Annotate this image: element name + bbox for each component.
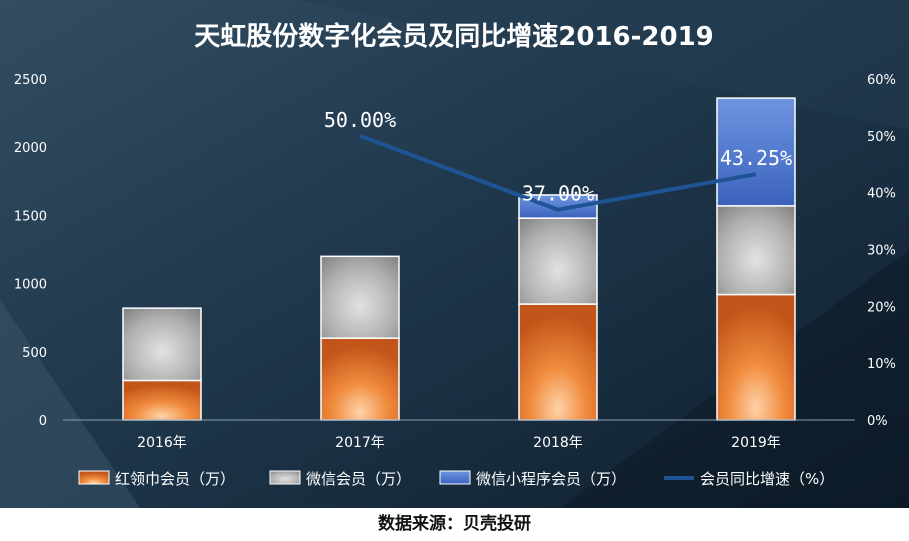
bar-series-group — [122, 97, 796, 421]
legend-label: 会员同比增速（%） — [700, 470, 834, 488]
y-left-tick-label: 2000 — [14, 141, 47, 156]
y-right-tick-label: 0% — [867, 414, 888, 429]
legend-swatch — [78, 470, 110, 485]
x-tick-label: 2017年 — [335, 435, 385, 451]
y-left-tick-label: 2500 — [14, 73, 47, 88]
y-left-tick-label: 0 — [39, 414, 47, 429]
y-right-tick-label: 30% — [867, 244, 896, 259]
bar-segment — [518, 217, 598, 305]
growth-line-series: 50.00% 37.00% 43.25% — [324, 108, 792, 212]
legend-swatch — [269, 470, 301, 485]
y-right-tick-label: 60% — [867, 73, 896, 88]
growth-line — [359, 133, 757, 212]
data-label: 37.00% — [522, 182, 594, 206]
y-axis-left: 0 500 1000 1500 2000 2500 — [14, 73, 47, 429]
x-tick-label: 2018年 — [533, 435, 583, 451]
bar-segment — [716, 205, 796, 296]
x-axis: 2016年 2017年 2018年 2019年 — [63, 419, 855, 451]
bar-segment — [122, 379, 202, 421]
background-shape — [0, 300, 140, 508]
bar-segment — [122, 307, 202, 382]
bar-segment — [320, 255, 400, 339]
legend: 红领巾会员（万） 微信会员（万） 微信小程序会员（万） 会员同比增速（%） — [78, 470, 834, 488]
y-right-tick-label: 40% — [867, 187, 896, 202]
data-label: 43.25% — [720, 146, 792, 170]
y-right-tick-label: 10% — [867, 357, 896, 372]
chart-svg: 天虹股份数字化会员及同比增速2016-2019 0 500 1000 1500 2000… — [0, 0, 909, 508]
legend-swatch — [439, 470, 471, 485]
x-tick-label: 2019年 — [731, 435, 781, 451]
bar-segment — [518, 303, 598, 421]
legend-label: 微信会员（万） — [306, 470, 411, 488]
data-label: 50.00% — [324, 108, 396, 132]
bar-segment — [716, 293, 796, 421]
y-right-tick-label: 20% — [867, 300, 896, 315]
y-left-tick-label: 1000 — [14, 278, 47, 293]
y-right-tick-label: 50% — [867, 130, 896, 145]
bar-segment — [320, 337, 400, 421]
chart-title: 天虹股份数字化会员及同比增速2016-2019 — [194, 21, 714, 52]
bar-segment — [716, 97, 796, 207]
legend-label: 红领巾会员（万） — [115, 470, 235, 488]
y-left-tick-label: 500 — [22, 346, 47, 361]
y-left-tick-label: 1500 — [14, 209, 47, 224]
y-axis-right: 0% 10% 20% 30% 40% 50% 60% — [867, 73, 896, 429]
legend-label: 微信小程序会员（万） — [476, 470, 626, 488]
x-tick-label: 2016年 — [137, 435, 187, 451]
source-note: 数据来源：贝壳投研 — [378, 514, 531, 534]
